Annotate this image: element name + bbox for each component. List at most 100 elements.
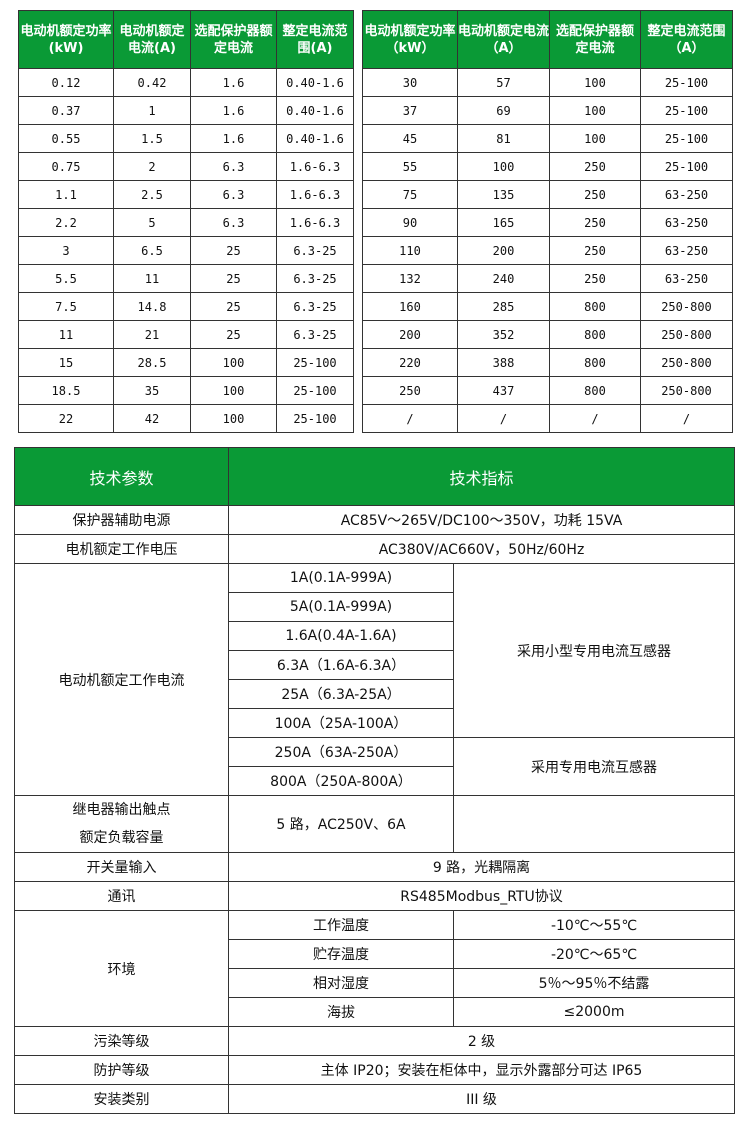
table-cell: 352 [457, 320, 550, 349]
table-cell: 1 [113, 96, 191, 125]
table-cell: 1.6 [190, 96, 277, 125]
table-cell: 63-250 [640, 208, 733, 237]
table-cell: / [640, 404, 733, 433]
table-cell: 0.40-1.6 [276, 96, 354, 125]
table-cell: 7.5 [18, 292, 114, 321]
note-ct: 采用专用电流互感器 [452, 737, 736, 796]
table-cell: 6.3 [190, 208, 277, 237]
table-row: 0.55 1.5 1.6 0.40-1.6 [18, 124, 354, 153]
column-header: 选配保护器额定电流 [190, 10, 277, 69]
table-cell: 1.6 [190, 124, 277, 153]
table-cell: 14.8 [113, 292, 191, 321]
table-cell: 100 [190, 376, 277, 405]
value-installation: III 级 [227, 1084, 736, 1114]
table-row: 90 165 250 63-250 [362, 208, 733, 237]
table-cell: 3 [18, 236, 114, 265]
column-header: 整定电流范围（A） [640, 10, 733, 69]
table-cell: 11 [18, 320, 114, 349]
table-cell: 800 [549, 348, 641, 377]
table-cell: 100 [190, 348, 277, 377]
table-cell: 0.37 [18, 96, 114, 125]
table-cell: 25-100 [276, 404, 354, 433]
table-row: 保护器辅助电源 AC85V～265V/DC100～350V，功耗 15VA [14, 505, 736, 535]
column-header: 电动机额定功率（kW） [362, 10, 458, 69]
table-row: 3 6.5 25 6.3-25 [18, 236, 354, 265]
table-cell: 250-800 [640, 348, 733, 377]
label-installation: 安装类别 [14, 1084, 229, 1114]
env-value: -20℃～65℃ [452, 939, 736, 969]
table-row: 0.75 2 6.3 1.6-6.3 [18, 152, 354, 181]
table-row: 5.5 11 25 6.3-25 [18, 264, 354, 293]
env-value: 5％～95％不结露 [452, 968, 736, 998]
table-cell: / [549, 404, 641, 433]
table-cell: 0.12 [18, 68, 114, 97]
current-range: 1A(0.1A-999A) [228, 563, 454, 593]
table-cell: 2.5 [113, 180, 191, 209]
label-motor-current: 电动机额定工作电流 [14, 563, 229, 796]
header-param: 技术参数 [14, 447, 229, 506]
table-cell: 6.3-25 [276, 264, 354, 293]
table-cell: 100 [549, 68, 641, 97]
table-cell: 2 [113, 152, 191, 181]
value-relay: 5 路，AC250V、6A [228, 795, 454, 853]
table-cell: 5 [113, 208, 191, 237]
table-row: 15 28.5 100 25-100 [18, 348, 354, 377]
table-cell: 2.2 [18, 208, 114, 237]
table-cell: 55 [362, 152, 458, 181]
empty-cell [452, 795, 736, 853]
table-cell: 6.3 [190, 152, 277, 181]
table-cell: 250 [549, 236, 641, 265]
table-cell: 800 [549, 320, 641, 349]
table-cell: 25 [190, 236, 277, 265]
column-header: 选配保护器额定电流 [549, 10, 641, 69]
table-cell: 75 [362, 180, 458, 209]
label-relay: 继电器输出触点 额定负载容量 [14, 795, 229, 853]
motor-selection-table-left: 电动机额定功率(kW) 电动机额定电流(A) 选配保护器额定电流 整定电流范围(A) 0… [18, 10, 354, 433]
table-cell: 25-100 [640, 152, 733, 181]
table-cell: 200 [457, 236, 550, 265]
table-cell: 25-100 [276, 376, 354, 405]
table-row: 37 69 100 25-100 [362, 96, 733, 125]
table-row: 2.2 5 6.3 1.6-6.3 [18, 208, 354, 237]
table-row: 200 352 800 250-800 [362, 320, 733, 349]
relay-label-line2: 额定负载容量 [79, 830, 164, 846]
value-motor-voltage: AC380V/AC660V，50Hz/60Hz [227, 534, 736, 564]
value-protection: 主体 IP20；安装在柜体中，显示外露部分可达 IP65 [227, 1055, 736, 1085]
table-cell: 18.5 [18, 376, 114, 405]
table-cell: 1.6 [190, 68, 277, 97]
env-name: 工作温度 [228, 910, 454, 940]
current-range: 250A（63A-250A） [228, 737, 454, 767]
table-cell: 35 [113, 376, 191, 405]
table-row: 18.5 35 100 25-100 [18, 376, 354, 405]
env-name: 贮存温度 [228, 939, 454, 969]
table-cell: 388 [457, 348, 550, 377]
label-comm: 通讯 [14, 881, 229, 911]
header-spec: 技术指标 [227, 447, 736, 506]
table-row: 0.12 0.42 1.6 0.40-1.6 [18, 68, 354, 97]
table-row: 0.37 1 1.6 0.40-1.6 [18, 96, 354, 125]
table-row: 11 21 25 6.3-25 [18, 320, 354, 349]
table-cell: 6.3 [190, 180, 277, 209]
table-cell: 6.3-25 [276, 292, 354, 321]
table-cell: 100 [549, 96, 641, 125]
env-name: 相对湿度 [228, 968, 454, 998]
table-cell: 28.5 [113, 348, 191, 377]
table-row: 22 42 100 25-100 [18, 404, 354, 433]
table-cell: 57 [457, 68, 550, 97]
table-cell: 63-250 [640, 236, 733, 265]
table-cell: 90 [362, 208, 458, 237]
table-cell: 132 [362, 264, 458, 293]
table-row: 250 437 800 250-800 [362, 376, 733, 405]
table-row: 160 285 800 250-800 [362, 292, 733, 321]
table-cell: 250 [549, 264, 641, 293]
table-cell: 45 [362, 124, 458, 153]
table-cell: 0.40-1.6 [276, 68, 354, 97]
motor-selection-table-right: 电动机额定功率（kW） 电动机额定电流（A） 选配保护器额定电流 整定电流范围（A） 3… [362, 10, 733, 433]
table-cell: 6.3-25 [276, 320, 354, 349]
table-cell: 25-100 [640, 96, 733, 125]
table-cell: 250 [549, 208, 641, 237]
table-cell: 6.3-25 [276, 236, 354, 265]
value-pollution: 2 级 [227, 1026, 736, 1056]
table-cell: 22 [18, 404, 114, 433]
table-cell: 25-100 [640, 68, 733, 97]
